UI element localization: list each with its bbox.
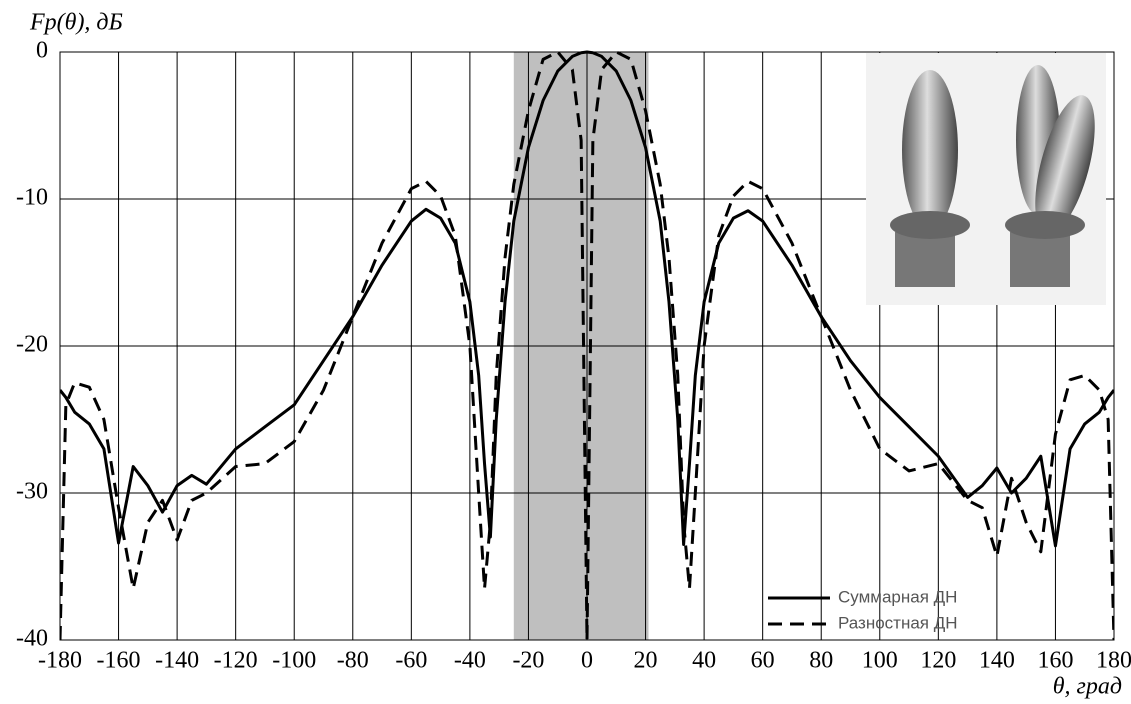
x-tick-label: -100 — [272, 648, 316, 674]
x-tick-label: -120 — [214, 648, 258, 674]
y-tick-label: -40 — [16, 626, 48, 652]
x-tick-label: 0 — [581, 648, 593, 674]
data-line — [60, 50, 1114, 642]
x-tick-label: 100 — [862, 648, 898, 674]
inset-image — [866, 53, 1106, 305]
x-tick-label: 60 — [751, 648, 775, 674]
x-tick-label: 80 — [809, 648, 833, 674]
x-tick-label: 140 — [979, 648, 1015, 674]
x-tick-label: -160 — [97, 648, 141, 674]
legend-label: Суммарная ДН — [838, 587, 957, 606]
x-tick-label: -140 — [155, 648, 199, 674]
x-tick-label: -60 — [395, 648, 427, 674]
x-axis-label: θ, град — [1053, 674, 1122, 700]
y-tick-label: -30 — [16, 479, 48, 505]
x-tick-label: 20 — [634, 648, 658, 674]
y-axis-label: Fр(θ), дБ — [29, 10, 123, 36]
y-tick-label: -20 — [16, 332, 48, 358]
x-tick-label: -80 — [337, 648, 369, 674]
x-tick-label: 160 — [1037, 648, 1073, 674]
x-tick-label: 120 — [920, 648, 956, 674]
x-tick-label: 40 — [692, 648, 716, 674]
x-tick-label: -180 — [38, 648, 82, 674]
y-tick-label: -10 — [16, 185, 48, 211]
x-tick-label: -20 — [512, 648, 544, 674]
data-line — [60, 50, 1114, 548]
x-tick-label: 180 — [1096, 648, 1131, 674]
x-tick-label: -40 — [454, 648, 486, 674]
y-tick-label: 0 — [36, 38, 48, 64]
legend-label: Разностная ДН — [838, 613, 958, 632]
